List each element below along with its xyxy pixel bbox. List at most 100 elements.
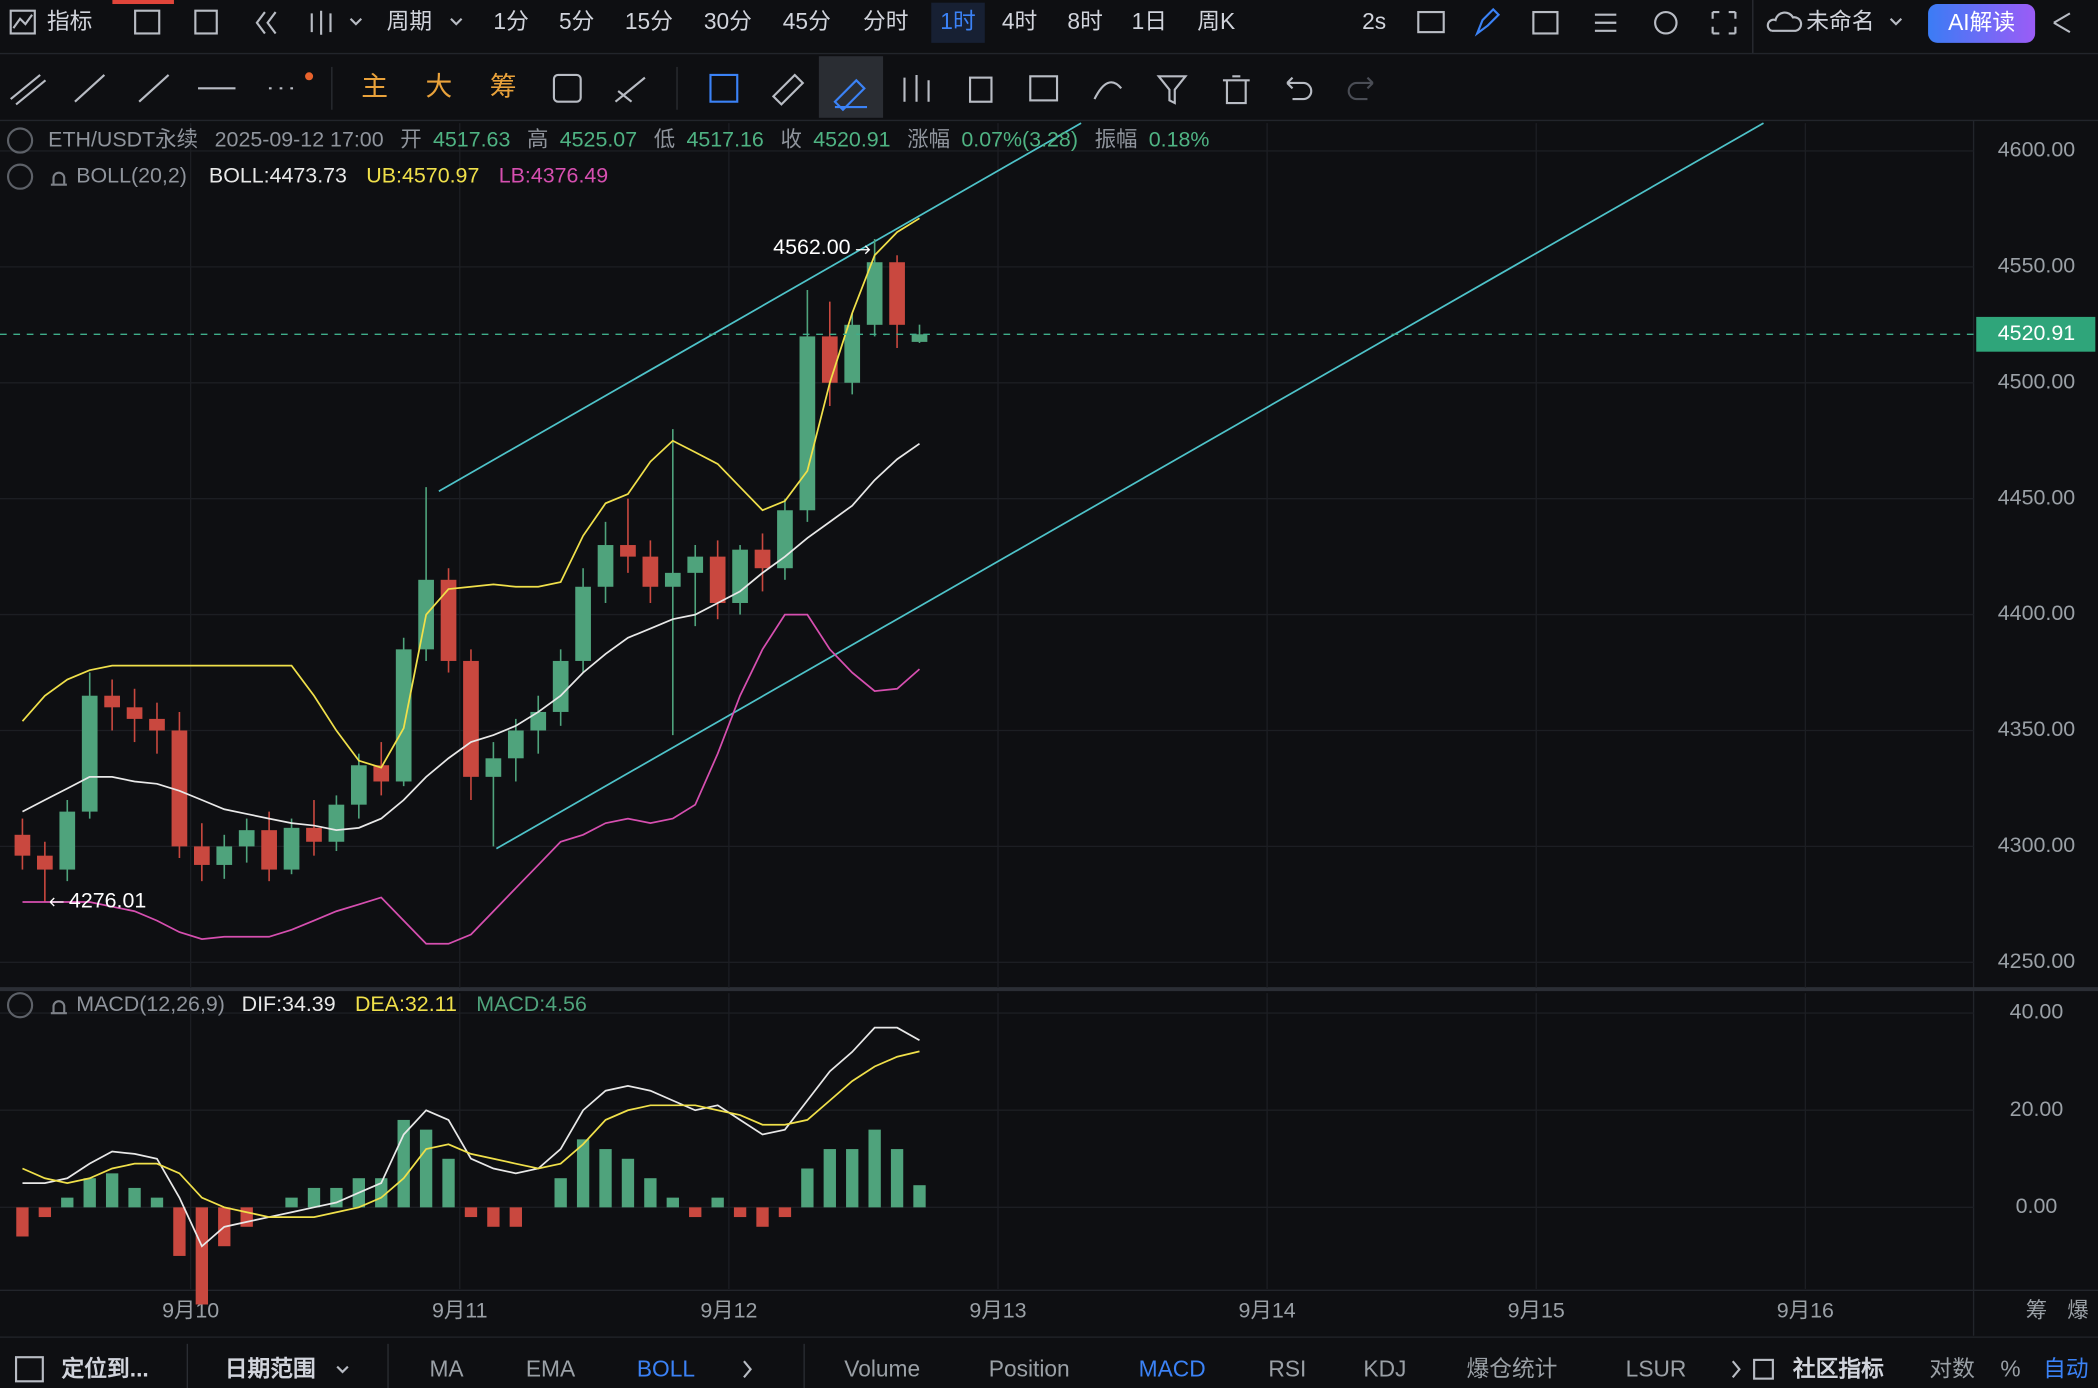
interval-tab[interactable]: 1分 (493, 8, 528, 34)
grid: 9月10 9月11 9月12 9月13 9月14 9月15 9月16 4250.00 4300.… (0, 123, 2075, 1322)
icon[interactable] (1286, 76, 1313, 101)
close-label: 收 (781, 127, 802, 151)
macd-bar (128, 1187, 141, 1208)
locate-button[interactable]: 定位到... (62, 1356, 149, 1382)
axis-corner[interactable]: 筹 (2026, 1298, 2047, 1322)
candle-body (373, 765, 390, 782)
icon[interactable] (1474, 7, 1501, 37)
icon[interactable] (2053, 12, 2071, 34)
icon[interactable] (14, 1356, 44, 1383)
macd-bar (823, 1149, 836, 1208)
indicator-tab[interactable]: KDJ (1363, 1356, 1406, 1382)
icon[interactable] (138, 74, 170, 103)
icon[interactable] (743, 1360, 753, 1378)
icon[interactable] (74, 74, 106, 103)
icon[interactable] (10, 74, 47, 106)
interval-tab[interactable]: 1日 (1132, 8, 1167, 34)
alert-icon[interactable] (50, 171, 67, 186)
macd-bar (846, 1149, 859, 1208)
icon[interactable] (1731, 1360, 1741, 1378)
interval-tab[interactable]: 分时 (863, 8, 908, 34)
icon[interactable] (1753, 1358, 1774, 1380)
period-button[interactable]: 周期 (387, 8, 432, 34)
candle-body (844, 324, 861, 383)
legend-name: MACD: (476, 992, 545, 1016)
indicator-tab[interactable]: RSI (1268, 1356, 1306, 1382)
icon[interactable] (771, 73, 805, 106)
candle-body (81, 695, 98, 812)
indicator-tab[interactable]: Position (989, 1356, 1070, 1382)
candle-body (59, 811, 76, 870)
candle-body (193, 846, 210, 865)
tool-main[interactable]: 主 (361, 71, 388, 101)
tab-marker (112, 0, 174, 5)
date-range-button[interactable]: 日期范围 (225, 1356, 316, 1382)
icon[interactable] (1093, 81, 1123, 100)
ai-label[interactable]: AI解读 (1948, 9, 2015, 35)
layout-name[interactable]: 未命名 (1806, 8, 1874, 34)
ai-button[interactable] (1928, 4, 2036, 43)
collapse-icon[interactable] (6, 163, 34, 190)
tool-chips[interactable]: 筹 (490, 71, 517, 101)
indicator-tab[interactable]: EMA (526, 1356, 576, 1382)
indicator-tab[interactable]: MACD (1139, 1356, 1206, 1382)
interval-tab[interactable]: 45分 (783, 8, 831, 34)
icon[interactable] (1417, 10, 1445, 34)
log-toggle[interactable]: 对数 (1929, 1356, 1975, 1382)
trend-line[interactable] (438, 122, 1082, 492)
macd-bar (644, 1178, 657, 1208)
macd-bar (442, 1158, 455, 1208)
icon[interactable] (552, 73, 582, 103)
icon[interactable] (9, 9, 36, 35)
candle-body (440, 579, 457, 661)
trend-line[interactable] (495, 122, 1764, 850)
icon[interactable] (968, 76, 993, 103)
indicators-button[interactable]: 指标 (47, 8, 92, 34)
y-tick-label: 4250.00 (1998, 949, 2075, 973)
interval-tab[interactable]: 1时 (940, 8, 975, 34)
macd-bar (868, 1129, 881, 1208)
candle-body (530, 711, 547, 731)
icon[interactable] (833, 78, 868, 112)
indicator-tab[interactable]: LSUR (1626, 1356, 1687, 1382)
indicator-tab[interactable]: BOLL (637, 1356, 695, 1382)
tool-big[interactable]: 大 (425, 71, 452, 101)
candle-body (552, 660, 569, 712)
interval-tab[interactable]: 4时 (1002, 8, 1037, 34)
icon[interactable] (310, 10, 363, 35)
indicator-tab[interactable]: Volume (844, 1356, 920, 1382)
icon[interactable] (903, 74, 930, 102)
icon (336, 1365, 349, 1374)
community-button[interactable]: 社区指标 (1793, 1356, 1884, 1382)
refresh-rate[interactable]: 2s (1362, 8, 1386, 34)
interval-tab[interactable]: 周K (1197, 8, 1235, 34)
candle-body (799, 336, 816, 511)
icon[interactable] (1711, 10, 1737, 35)
collapse-icon[interactable] (6, 992, 34, 1019)
icon[interactable] (614, 76, 646, 103)
percent-toggle[interactable]: % (2000, 1356, 2020, 1382)
icon[interactable] (255, 11, 277, 35)
interval-tab[interactable]: 15分 (625, 8, 673, 34)
indicator-tab[interactable]: MA (430, 1356, 465, 1382)
icon[interactable] (709, 73, 739, 103)
icon[interactable] (1532, 10, 1559, 35)
auto-toggle[interactable]: 自动 (2043, 1356, 2088, 1382)
candle-body (238, 830, 255, 847)
extreme-arrow (855, 245, 871, 255)
icon[interactable] (1654, 10, 1678, 35)
indicator-tab[interactable]: 爆仓统计 (1466, 1356, 1557, 1382)
icon[interactable] (1029, 75, 1059, 102)
macd-bar (173, 1207, 186, 1256)
icon[interactable] (1594, 13, 1617, 32)
icon[interactable] (1222, 75, 1250, 105)
interval-tab[interactable]: 5分 (559, 8, 594, 34)
icon[interactable] (194, 9, 218, 35)
icon[interactable] (134, 9, 161, 35)
icon[interactable] (1156, 75, 1188, 105)
axis-corner[interactable]: 爆 (2067, 1298, 2088, 1322)
interval-tab[interactable]: 8时 (1067, 8, 1102, 34)
interval-tab[interactable]: 30分 (704, 8, 752, 34)
alert-icon[interactable] (50, 1000, 67, 1015)
collapse-icon[interactable] (6, 127, 34, 154)
